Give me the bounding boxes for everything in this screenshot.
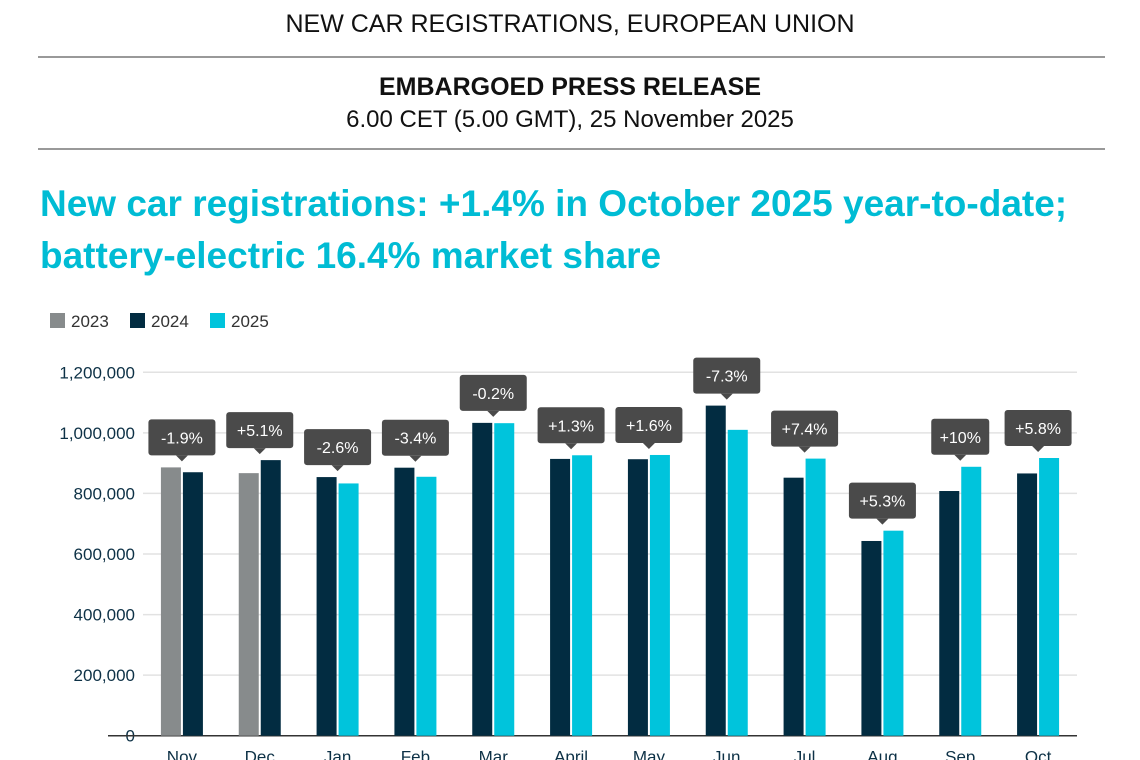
- release-label: EMBARGOED PRESS RELEASE: [378, 73, 761, 101]
- x-tick-label: Aug: [867, 748, 897, 760]
- annotation-label: -7.3%: [706, 369, 748, 386]
- bar-Dec-2023: [238, 473, 259, 736]
- bar-Aug-2024: [861, 540, 882, 736]
- y-tick-label: 200,000: [74, 666, 135, 685]
- annotation-label: -3.4%: [395, 431, 437, 448]
- annotation-label: +5.1%: [237, 423, 283, 440]
- annotation-pointer: [487, 410, 500, 417]
- annotation-pointer: [175, 455, 188, 462]
- annotation-pointer: [253, 448, 266, 455]
- x-tick-label: Oct: [1025, 748, 1052, 760]
- bar-April-2025: [572, 455, 593, 736]
- annotation-label: +7.4%: [782, 422, 828, 439]
- x-tick-label: Jan: [324, 748, 351, 760]
- x-tick-label: Dec: [245, 748, 276, 760]
- annotation-pointer: [565, 443, 578, 450]
- bar-Nov-2024: [182, 472, 203, 736]
- annotation-box: [931, 418, 990, 455]
- x-tick-label: Feb: [401, 748, 430, 760]
- legend-label-2023: 2023: [71, 312, 109, 331]
- bar-Feb-2024: [394, 467, 415, 736]
- x-tick-label: Nov: [167, 748, 198, 760]
- x-tick-label: Mar: [479, 748, 509, 760]
- x-tick-label: Sep: [945, 748, 975, 760]
- x-tick-label: Jul: [794, 748, 816, 760]
- legend-label-2025: 2025: [231, 312, 269, 331]
- registrations-bar-chart: 2023202420250200,000400,000600,000800,00…: [50, 312, 1077, 760]
- y-tick-label: 600,000: [74, 545, 135, 564]
- annotation-box: [226, 412, 294, 449]
- bar-Jan-2024: [316, 477, 337, 736]
- bar-Sep-2025: [961, 466, 982, 736]
- annotation-box: [381, 419, 449, 456]
- legend-label-2024: 2024: [151, 312, 189, 331]
- annotation-label: -1.9%: [161, 430, 203, 447]
- bar-Aug-2025: [883, 530, 904, 736]
- x-tick-label: May: [633, 748, 666, 760]
- bar-Oct-2025: [1039, 458, 1060, 736]
- bar-Jun-2025: [727, 429, 748, 736]
- legend-swatch-2024: [130, 313, 145, 328]
- bar-May-2025: [649, 454, 670, 736]
- y-tick-label: 400,000: [74, 606, 135, 625]
- bar-Sep-2024: [939, 491, 960, 736]
- embargo-time: 6.00 CET (5.00 GMT), 25 November 2025: [346, 106, 794, 133]
- bar-Nov-2023: [160, 467, 181, 736]
- annotation-pointer: [1032, 446, 1045, 453]
- annotation-box: [771, 410, 839, 447]
- annotation-pointer: [798, 446, 811, 453]
- x-tick-label: Jun: [713, 748, 740, 760]
- headline: New car registrations: +1.4% in October …: [40, 183, 1068, 276]
- x-tick-label: April: [554, 748, 588, 760]
- annotation-box: [1004, 410, 1072, 447]
- bar-May-2024: [627, 459, 648, 736]
- annotation-pointer: [876, 518, 889, 525]
- bar-Jan-2025: [338, 483, 359, 736]
- annotation-label: -2.6%: [317, 440, 359, 457]
- annotation-pointer: [331, 465, 344, 472]
- annotation-label: +1.3%: [548, 418, 594, 435]
- legend-swatch-2023: [50, 313, 65, 328]
- bar-April-2024: [550, 458, 571, 736]
- annotation-pointer: [720, 393, 733, 400]
- annotation-box: [304, 429, 372, 466]
- annotation-box: [693, 357, 761, 394]
- annotation-box: [615, 406, 683, 443]
- document-title: NEW CAR REGISTRATIONS, EUROPEAN UNION: [285, 10, 855, 38]
- annotation-box: [848, 482, 916, 519]
- legend-swatch-2025: [210, 313, 225, 328]
- bar-Jul-2025: [805, 458, 826, 736]
- bar-Mar-2025: [494, 423, 515, 736]
- y-tick-label: 800,000: [74, 484, 135, 503]
- annotation-pointer: [954, 454, 967, 461]
- bar-Jul-2024: [783, 477, 804, 736]
- divider: [38, 56, 1105, 58]
- annotation-label: +5.3%: [860, 494, 906, 511]
- bar-Dec-2024: [260, 460, 281, 736]
- y-tick-label: 1,200,000: [59, 363, 135, 382]
- annotation-label: +5.8%: [1015, 421, 1061, 438]
- annotation-label: -0.2%: [472, 386, 514, 403]
- bar-Feb-2025: [416, 476, 437, 736]
- bar-Jun-2024: [705, 405, 726, 736]
- divider: [38, 148, 1105, 150]
- annotation-pointer: [642, 442, 655, 449]
- annotation-box: [537, 407, 605, 444]
- y-tick-label: 1,000,000: [59, 424, 135, 443]
- annotation-label: +1.6%: [626, 418, 672, 435]
- bar-Oct-2024: [1017, 473, 1038, 736]
- annotation-box: [459, 374, 527, 411]
- annotation-label: +10%: [940, 430, 981, 447]
- annotation-box: [148, 419, 216, 456]
- annotation-pointer: [409, 455, 422, 462]
- bar-Mar-2024: [472, 422, 493, 736]
